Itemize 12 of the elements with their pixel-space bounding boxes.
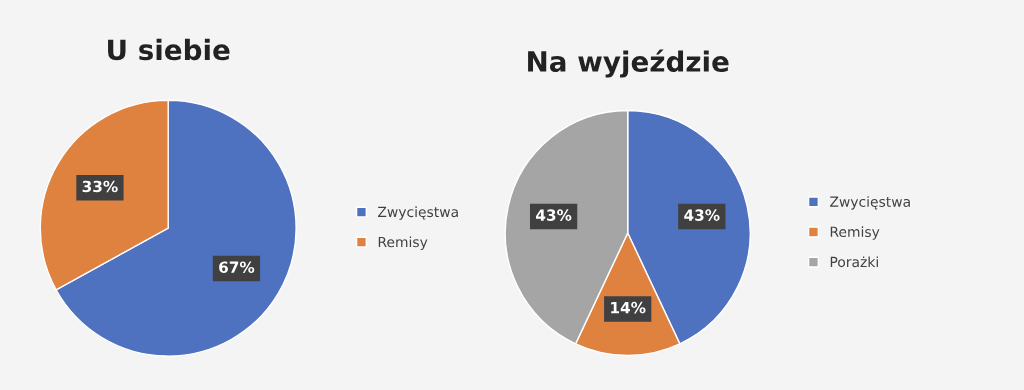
- legend-label: Remisy: [378, 236, 428, 250]
- legend-label: Porażki: [830, 256, 878, 268]
- legend-label: Remisy: [830, 226, 880, 240]
- data-label: 43%: [536, 209, 572, 221]
- chart-title: U siebie: [108, 38, 230, 61]
- data-label: 43%: [684, 209, 720, 221]
- data-label: 14%: [611, 301, 646, 314]
- data-label: 33%: [82, 180, 118, 193]
- chart-title: Na wyjeździe: [528, 49, 729, 78]
- data-label: 67%: [219, 261, 255, 273]
- legend-label: Zwycięstwa: [378, 206, 458, 220]
- legend-label: Zwycięstwa: [830, 196, 910, 210]
